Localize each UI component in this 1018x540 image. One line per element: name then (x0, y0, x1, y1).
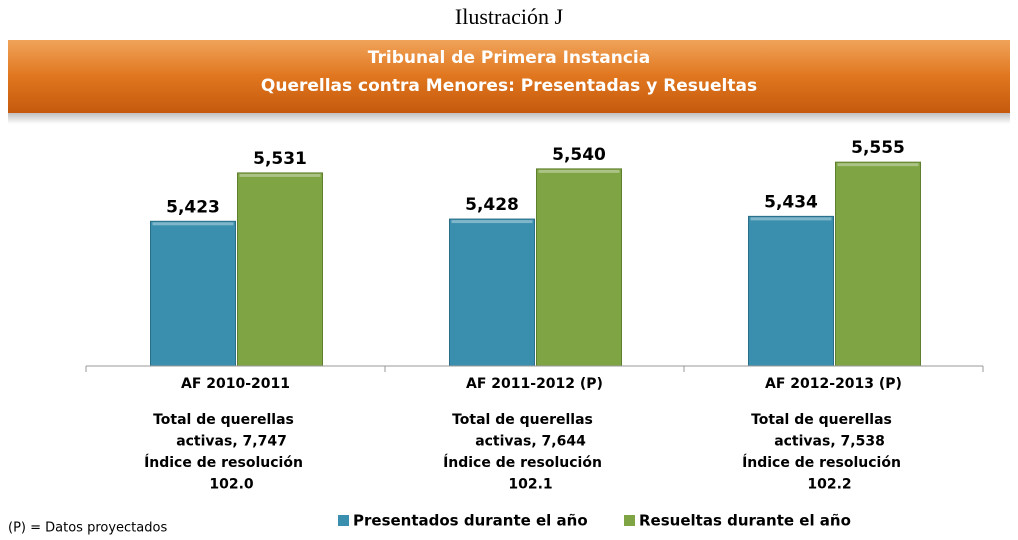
legend-label: Resueltas durante el año (639, 512, 851, 530)
bar-highlight (152, 222, 234, 226)
note: activas, 7,538 (774, 434, 885, 450)
data-label: 5,428 (465, 195, 519, 215)
note: Total de querellas (452, 412, 593, 428)
bar-highlight (239, 173, 321, 177)
data-label: 5,423 (166, 197, 220, 217)
note: Índice de resolución (742, 454, 901, 471)
note: activas, 7,644 (475, 434, 586, 450)
legend-label: Presentados durante el año (353, 512, 588, 530)
data-label: 5,434 (764, 192, 818, 212)
bar-highlight (538, 169, 620, 173)
note: Índice de resolución (443, 454, 602, 471)
bar-highlight (750, 217, 832, 221)
bar (150, 220, 236, 367)
bar (748, 215, 834, 367)
data-label: 5,555 (851, 138, 905, 158)
bar (237, 172, 323, 367)
legend-swatch (338, 515, 349, 526)
note: Total de querellas (153, 412, 294, 428)
note: activas, 7,747 (176, 434, 287, 450)
banner-shadow (8, 112, 1010, 124)
data-label: 5,531 (253, 149, 307, 169)
note: Total de querellas (751, 412, 892, 428)
data-label: 5,540 (552, 145, 606, 165)
bar (449, 218, 535, 367)
chart-title: Tribunal de Primera Instancia (368, 48, 650, 68)
note: 102.1 (508, 477, 552, 493)
figure-label: Ilustración J (455, 4, 564, 29)
bar-highlight (837, 163, 919, 167)
x-tick-label: AF 2011-2012 (P) (466, 376, 603, 392)
note: 102.0 (209, 477, 254, 493)
footnote: (P) = Datos proyectados (8, 521, 167, 536)
chart-title: Querellas contra Menores: Presentadas y … (261, 76, 757, 96)
note: 102.2 (807, 477, 851, 493)
x-tick-label: AF 2012-2013 (P) (765, 376, 902, 392)
x-tick-label: AF 2010-2011 (181, 376, 290, 392)
bar (536, 168, 622, 367)
bar (835, 161, 921, 367)
note: Índice de resolución (144, 454, 303, 471)
banner (8, 40, 1010, 113)
bar-highlight (451, 220, 533, 224)
legend-swatch (624, 515, 635, 526)
